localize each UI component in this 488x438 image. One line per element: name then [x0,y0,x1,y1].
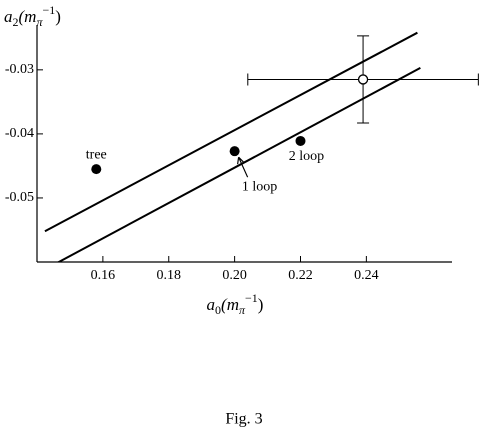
x-tick-label: 0.18 [156,268,181,283]
point [229,146,240,157]
x-tick-label: 0.16 [91,268,116,283]
label-part: 2 [13,15,19,29]
label-part: −1 [42,3,55,17]
label-part: π [36,15,43,29]
label-part: (m [221,295,239,314]
point-label: tree [86,147,107,162]
plot-area [44,31,421,262]
fit-line [44,31,418,233]
point-label: 1 loop [242,179,277,194]
point [295,135,306,146]
label-part: a [207,295,216,314]
fit-line [56,67,421,262]
x-tick-label: 0.24 [354,268,379,283]
x-label: a0(mπ−1) [207,291,264,317]
caption: Fig. 3 [225,411,262,428]
label-part: −1 [245,291,258,305]
label-part: (m [19,7,37,26]
label-part: π [239,303,246,317]
label-part: ) [55,7,61,26]
experiment-point [357,74,369,85]
label-part: a [4,7,13,26]
point-label: 2 loop [289,149,324,164]
label-part: ) [258,295,264,314]
x-tick-label: 0.20 [222,268,247,283]
arrow [237,156,249,178]
y-tick-label: -0.03 [5,62,34,77]
label-part: 0 [215,303,221,317]
y-tick-label: -0.04 [5,126,34,141]
x-tick-label: 0.22 [288,268,313,283]
point [91,164,102,175]
y-tick-label: -0.05 [5,190,34,205]
y-label: a2(mπ−1) [4,3,61,29]
